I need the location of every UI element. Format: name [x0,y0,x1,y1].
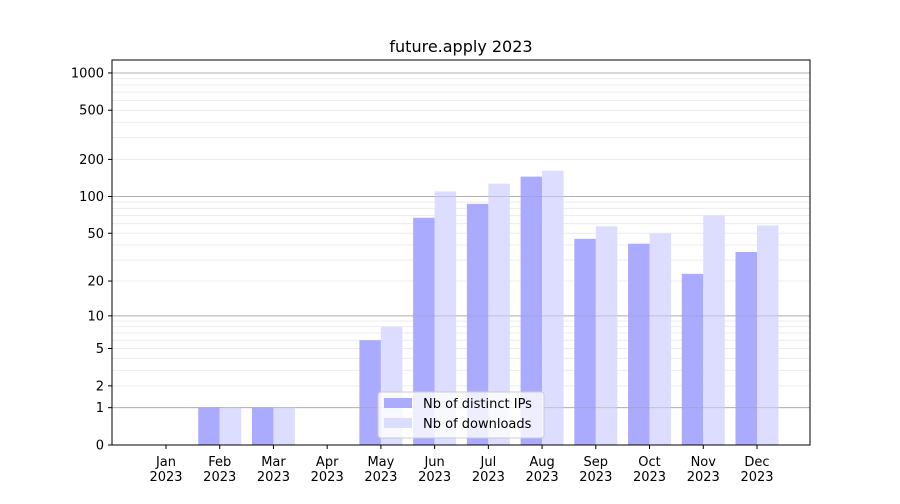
x-tick-label: Mar 2023 [257,455,290,485]
legend-label: Nb of downloads [423,417,532,432]
y-tick-label: 50 [87,227,104,242]
bar-downloads [595,226,618,445]
x-tick-label: Oct 2023 [633,455,666,485]
legend-swatch [384,418,412,428]
y-tick-label: 1 [96,401,104,416]
bar-ips [681,273,704,445]
y-tick-label: 5 [96,342,104,357]
bar-ips [198,407,220,445]
y-tick-label: 2 [96,379,104,394]
y-tick-label: 10 [87,309,104,324]
bar-ips [520,176,543,445]
y-tick-label: 500 [79,104,104,119]
bar-ips [628,243,650,445]
bar-downloads [703,215,725,445]
legend-swatch [384,398,412,408]
x-tick-label: Apr 2023 [311,455,344,485]
legend-label: Nb of distinct IPs [423,397,532,412]
bar-downloads [542,170,564,446]
bar-ips [413,217,435,445]
bar-ips [466,203,489,445]
x-tick-label: Nov 2023 [687,455,720,485]
x-tick-label: Feb 2023 [203,455,236,485]
x-tick-label: May 2023 [364,455,397,485]
legend-box [377,391,545,439]
x-tick-label: Dec 2023 [740,455,773,485]
x-tick-label: Jul 2023 [472,455,505,485]
bar-ips [359,340,381,445]
x-tick-label: Aug 2023 [526,455,559,485]
y-tick-label: 1000 [71,66,104,81]
x-tick-label: Sep 2023 [579,455,612,485]
bar-downloads [434,191,457,445]
bar-downloads [757,225,779,445]
bar-ips [574,238,596,445]
x-tick-label: Jan 2023 [149,455,182,485]
y-tick-label: 0 [96,439,104,454]
y-tick-label: 20 [87,275,104,290]
plot-frame [111,59,811,446]
bar-downloads [273,407,295,445]
y-tick-label: 100 [79,190,104,205]
chart-title: future.apply 2023 [389,37,532,56]
bar-ips [735,252,757,445]
bar-downloads [488,183,510,445]
x-tick-label: Jun 2023 [418,455,451,485]
y-tick-label: 200 [79,153,104,168]
bar-downloads [649,233,672,445]
bar-ips [251,407,274,445]
bar-downloads [219,407,242,445]
